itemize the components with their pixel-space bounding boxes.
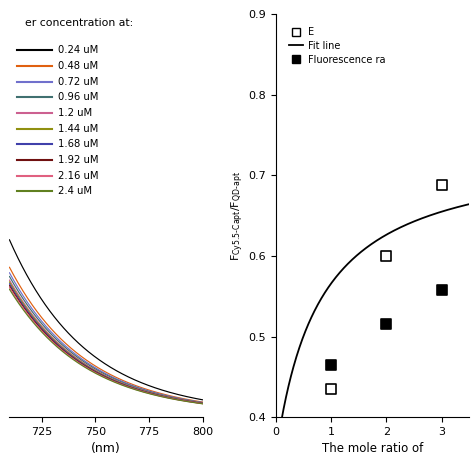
Legend: E, Fit line, Fluorescence ra: E, Fit line, Fluorescence ra <box>285 23 390 69</box>
Y-axis label: $\mathregular{F_{Cy5.5\text{-}Capt}/F_{QD\text{-}apt}}$: $\mathregular{F_{Cy5.5\text{-}Capt}/F_{Q… <box>229 171 246 261</box>
Text: 2.4 uM: 2.4 uM <box>58 186 92 197</box>
Point <box>328 361 335 369</box>
X-axis label: The mole ratio of: The mole ratio of <box>322 442 423 456</box>
Text: 0.48 uM: 0.48 uM <box>58 61 98 71</box>
Text: 2.16 uM: 2.16 uM <box>58 171 98 181</box>
Point <box>383 321 390 328</box>
Text: 0.96 uM: 0.96 uM <box>58 92 98 102</box>
Text: 0.24 uM: 0.24 uM <box>58 46 98 55</box>
Text: er concentration at:: er concentration at: <box>25 18 133 28</box>
Text: 0.72 uM: 0.72 uM <box>58 77 98 87</box>
Point <box>438 181 446 189</box>
Point <box>383 252 390 260</box>
Point <box>438 286 446 293</box>
Text: 1.92 uM: 1.92 uM <box>58 155 98 165</box>
Text: 1.68 uM: 1.68 uM <box>58 139 98 149</box>
Text: 1.2 uM: 1.2 uM <box>58 108 92 118</box>
X-axis label: (nm): (nm) <box>91 442 121 456</box>
Text: 1.44 uM: 1.44 uM <box>58 124 98 134</box>
Point <box>328 385 335 393</box>
